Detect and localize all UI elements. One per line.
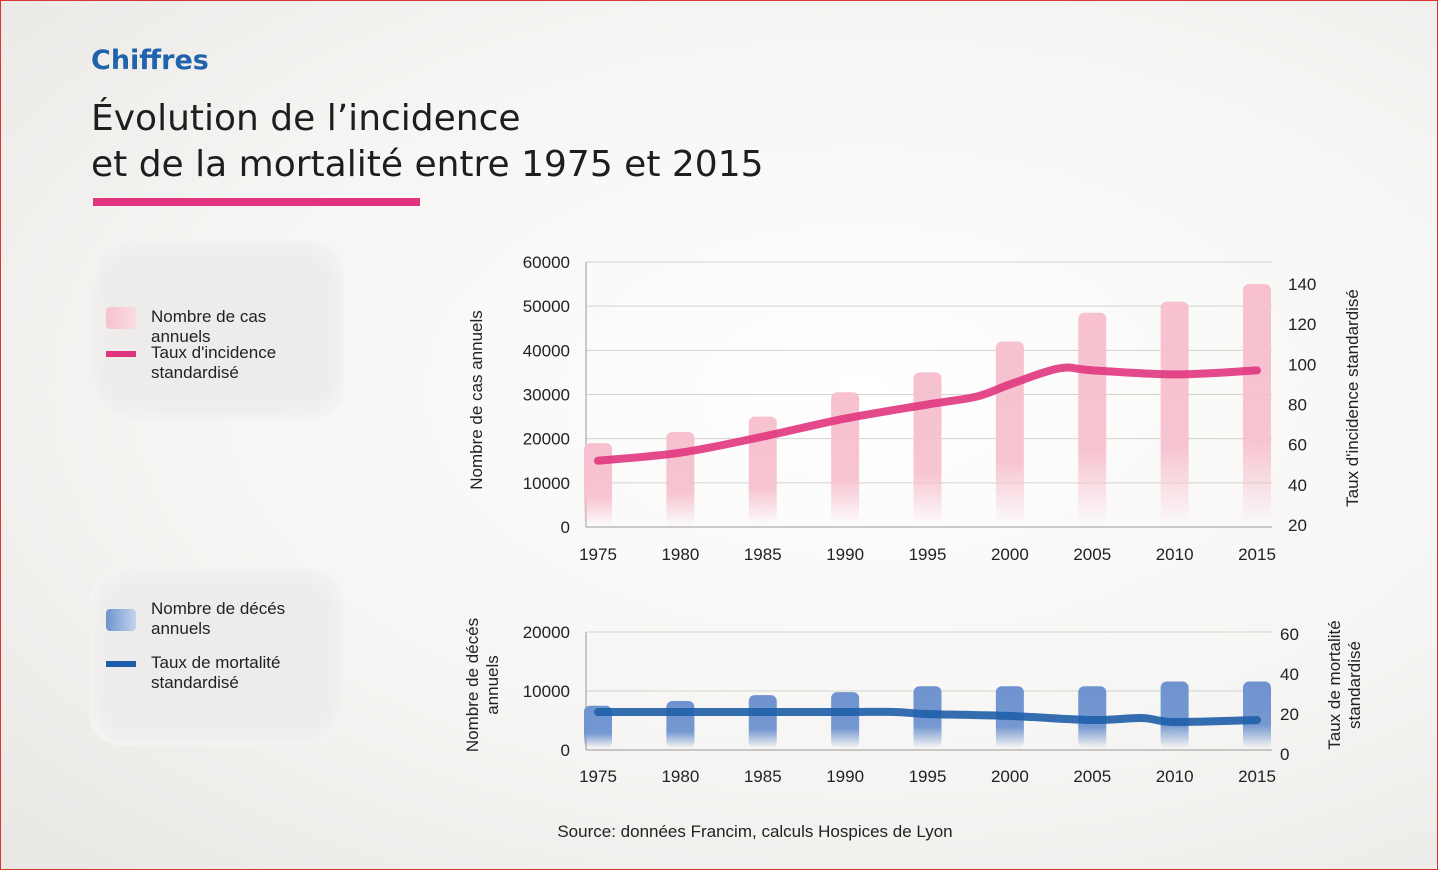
mortality-bar: [831, 692, 860, 748]
source-note: Source: données Francim, calculs Hospice…: [557, 822, 953, 841]
mortality-y2label-line2: standardisé: [1345, 641, 1364, 729]
incidence-ytick-label: 50000: [523, 297, 570, 316]
incidence-bar: [913, 372, 942, 525]
mortality-ylabel-line2: annuels: [483, 655, 502, 715]
mortality-xtick-label: 1985: [744, 767, 782, 786]
incidence-bar: [1078, 312, 1107, 525]
incidence-ytick-label: 20000: [523, 430, 570, 449]
legend-panel-mortality: [89, 568, 344, 746]
legend-item-deaths: Nombre de décés annuels: [106, 599, 301, 639]
page-title: Évolution de l’incidence et de la mortal…: [91, 96, 764, 188]
incidence-xtick-label: 1985: [744, 545, 782, 564]
incidence-bar: [1243, 284, 1271, 525]
mortality-ytick-label: 20000: [523, 623, 570, 642]
legend-swatch-incidence-rate: [106, 351, 136, 357]
legend-label-incidence-rate: Taux d'incidence standardisé: [151, 343, 277, 382]
mortality-ytick-label: 10000: [523, 682, 570, 701]
mortality-bar: [584, 705, 612, 748]
incidence-ytick-label: 40000: [523, 341, 570, 360]
mortality-xtick-label: 1975: [579, 767, 617, 786]
mortality-xtick-label: 2015: [1238, 767, 1276, 786]
legend-item-incidence-rate: Taux d'incidence standardisé: [106, 343, 301, 383]
mortality-rate-line: [594, 707, 1261, 727]
incidence-y2tick-label: 120: [1288, 315, 1316, 334]
mortality-ytick-label: 0: [561, 741, 570, 760]
title-line-1: Évolution de l’incidence: [91, 98, 521, 139]
mortality-ylabel: Nombre de décés: [463, 618, 482, 752]
incidence-bar: [748, 416, 777, 525]
incidence-ylabel: Nombre de cas annuels: [467, 310, 486, 490]
title-underline: [93, 198, 420, 206]
incidence-bar: [584, 443, 612, 525]
legend-label-deaths: Nombre de décés annuels: [151, 599, 286, 638]
incidence-xtick-label: 1990: [826, 545, 864, 564]
mortality-y2tick-label: 60: [1280, 625, 1299, 644]
incidence-bar: [666, 432, 695, 525]
mortality-y2label: Taux de mortalité: [1325, 620, 1344, 749]
legend-swatch-cases: [106, 307, 136, 329]
incidence-xtick-label: 2015: [1238, 545, 1276, 564]
incidence-xtick-label: 1980: [661, 545, 699, 564]
mortality-y2tick-label: 20: [1280, 705, 1299, 724]
legend-item-mortality-rate: Taux de mortalité standardisé: [106, 653, 301, 693]
mortality-bar: [1243, 681, 1271, 748]
incidence-ytick-label: 10000: [523, 474, 570, 493]
section-kicker: Chiffres: [91, 45, 209, 76]
mortality-y2tick-label: 0: [1280, 745, 1289, 764]
incidence-bar: [995, 341, 1024, 525]
mortality-xtick-label: 2010: [1156, 767, 1194, 786]
legend-label-cases: Nombre de cas annuels: [151, 307, 267, 346]
mortality-xtick-label: 1980: [661, 767, 699, 786]
incidence-y2tick-label: 100: [1288, 355, 1316, 374]
incidence-xtick-label: 2010: [1156, 545, 1194, 564]
mortality-xtick-label: 1990: [826, 767, 864, 786]
mortality-y2tick-label: 40: [1280, 665, 1299, 684]
incidence-y2tick-label: 80: [1288, 396, 1307, 415]
incidence-xtick-label: 1995: [909, 545, 947, 564]
mortality-xtick-label: 2005: [1073, 767, 1111, 786]
mortality-bar: [748, 695, 777, 748]
incidence-y2tick-label: 140: [1288, 275, 1316, 294]
legend-panel-incidence: [89, 240, 344, 420]
incidence-y2label: Taux d'incidence standardisé: [1343, 289, 1362, 507]
mortality-bar: [1160, 681, 1189, 748]
legend-swatch-deaths: [106, 609, 136, 631]
title-line-2: et de la mortalité entre 1975 et 2015: [91, 144, 764, 185]
incidence-y2tick-label: 40: [1288, 476, 1307, 495]
incidence-ytick-label: 60000: [523, 253, 570, 272]
legend-label-mortality-rate: Taux de mortalité standardisé: [151, 653, 281, 692]
incidence-bar: [831, 392, 860, 525]
legend-item-cases: Nombre de cas annuels: [106, 307, 321, 347]
incidence-ytick-label: 30000: [523, 386, 570, 405]
incidence-ytick-label: 0: [561, 518, 570, 537]
incidence-y2tick-label: 20: [1288, 516, 1307, 535]
incidence-xtick-label: 2000: [991, 545, 1029, 564]
incidence-xtick-label: 1975: [579, 545, 617, 564]
incidence-rate-line: [594, 363, 1261, 465]
incidence-y2tick-label: 60: [1288, 436, 1307, 455]
incidence-xtick-label: 2005: [1073, 545, 1111, 564]
mortality-xtick-label: 1995: [909, 767, 947, 786]
legend-swatch-mortality-rate: [106, 661, 136, 667]
incidence-bar: [1160, 301, 1189, 525]
mortality-xtick-label: 2000: [991, 767, 1029, 786]
